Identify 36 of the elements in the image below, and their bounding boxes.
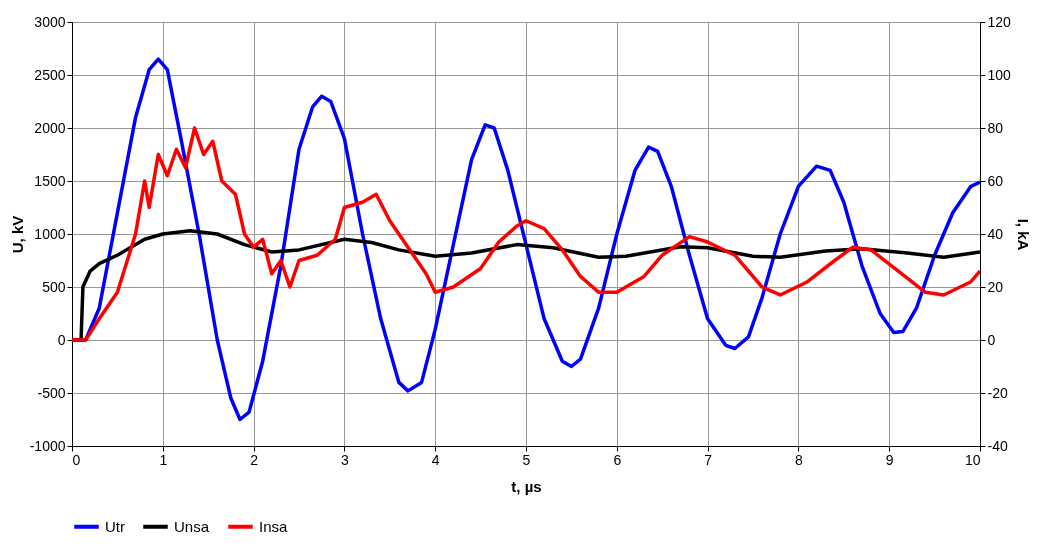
x-tick-label: 8 bbox=[795, 451, 803, 468]
y-tick-label: 2500 bbox=[34, 66, 66, 83]
x-tick-label: 0 bbox=[72, 451, 81, 468]
x-tick-label: 3 bbox=[341, 451, 349, 468]
x-tick-label: 6 bbox=[613, 451, 622, 468]
y2-tick-label: 0 bbox=[987, 331, 996, 348]
x-tick-label: 1 bbox=[159, 451, 168, 468]
legend-label: Utr bbox=[105, 517, 125, 535]
y2-tick-label: 120 bbox=[987, 13, 1012, 30]
x-tick-label: 10 bbox=[964, 451, 981, 468]
x-tick-label: 5 bbox=[522, 451, 531, 468]
y-tick-label: 1500 bbox=[34, 172, 66, 189]
y2-tick-label: 60 bbox=[987, 172, 1004, 189]
x-tick-label: 2 bbox=[250, 451, 259, 468]
y-tick-label: -1000 bbox=[29, 437, 66, 454]
y2-tick-label: 80 bbox=[987, 119, 1004, 136]
y2-tick-label: 40 bbox=[987, 225, 1004, 242]
y2-tick-label: 20 bbox=[987, 278, 1004, 295]
y-tick-label: 0 bbox=[57, 331, 66, 348]
line-series bbox=[72, 126, 980, 342]
y-tick-label: 3000 bbox=[34, 13, 66, 30]
legend-label: Unsa bbox=[174, 517, 210, 535]
y2-tick-label: -40 bbox=[987, 437, 1008, 454]
y-tick-label: 1000 bbox=[34, 225, 66, 242]
y-tick-label: 2000 bbox=[34, 119, 66, 136]
y2-tick-label: 100 bbox=[987, 66, 1012, 83]
y2-tick-label: -20 bbox=[987, 384, 1008, 401]
x-tick-label: 4 bbox=[431, 451, 440, 468]
legend-label: Insa bbox=[259, 517, 289, 535]
x-axis-title: t, µs bbox=[511, 477, 542, 495]
y-tick-label: 500 bbox=[42, 278, 66, 295]
y-axis-title: U, kV bbox=[8, 215, 26, 254]
y2-axis-title: I, kA bbox=[1014, 218, 1032, 251]
x-tick-label: 7 bbox=[704, 451, 713, 468]
y-tick-label: -500 bbox=[37, 384, 66, 401]
x-tick-label: 9 bbox=[885, 451, 894, 468]
